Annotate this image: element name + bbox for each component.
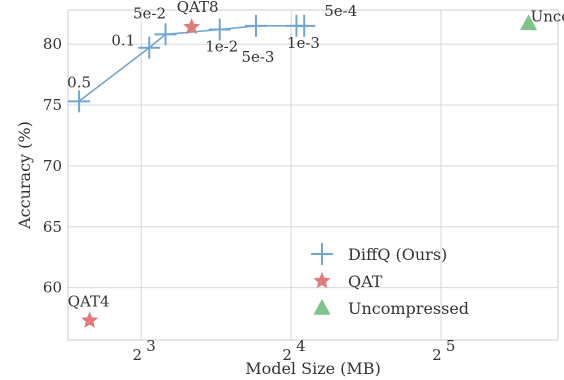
x-axis-label: Model Size (MB) [245,359,381,378]
y-axis-label: Accuracy (%) [15,121,34,230]
point-label: 5e-2 [133,4,166,22]
plus-marker [138,36,161,59]
legend-item: Uncompressed [313,299,469,318]
plot-frame [67,9,559,341]
x-tick-exponent: 4 [296,337,306,355]
y-tick-label: 70 [43,157,62,175]
x-tick-label: 2 [282,346,292,364]
grid [68,10,558,340]
point-label: 1e-3 [287,34,320,52]
legend-item: QAT [313,272,383,291]
x-tick-label: 2 [432,346,442,364]
legend-label: DiffQ (Ours) [348,245,447,264]
y-tick-label: 60 [43,279,62,297]
legend-label: Uncompressed [348,299,469,318]
point-label: Uncomp [531,7,564,25]
point-label: 5e-4 [324,2,357,20]
legend-label: QAT [348,272,383,291]
legend-triangle-icon [313,299,331,315]
y-tick-label: 75 [43,96,62,114]
series-layer [68,14,538,328]
legend-plus-icon [311,243,333,265]
triangle-marker [520,14,538,31]
star-marker [183,18,201,35]
plus-marker [154,23,177,46]
x-tick-exponent: 3 [146,337,156,355]
point-label: QAT8 [177,0,219,16]
y-tick-label: 80 [43,35,62,53]
plus-marker [68,90,91,113]
point-label: QAT4 [68,293,110,311]
x-tick-exponent: 5 [446,337,456,355]
star-marker [81,311,99,328]
x-tick-label: 2 [132,346,142,364]
point-label: 0.5 [67,73,91,91]
y-tick-label: 65 [43,218,62,236]
point-label: 5e-3 [241,48,274,66]
plus-marker [293,14,316,37]
point-label: 1e-2 [205,37,238,55]
legend: DiffQ (Ours) QAT Uncompressed [311,243,469,318]
point-label: 0.1 [111,32,135,50]
point-labels: 0.5 0.1 5e-2 1e-25e-3 1e-35e-4 QAT8 QAT4 Uncomp [67,0,564,311]
plus-marker [244,14,267,37]
plus-marker [208,18,231,41]
legend-star-icon [313,272,331,289]
legend-item: DiffQ (Ours) [311,243,447,265]
